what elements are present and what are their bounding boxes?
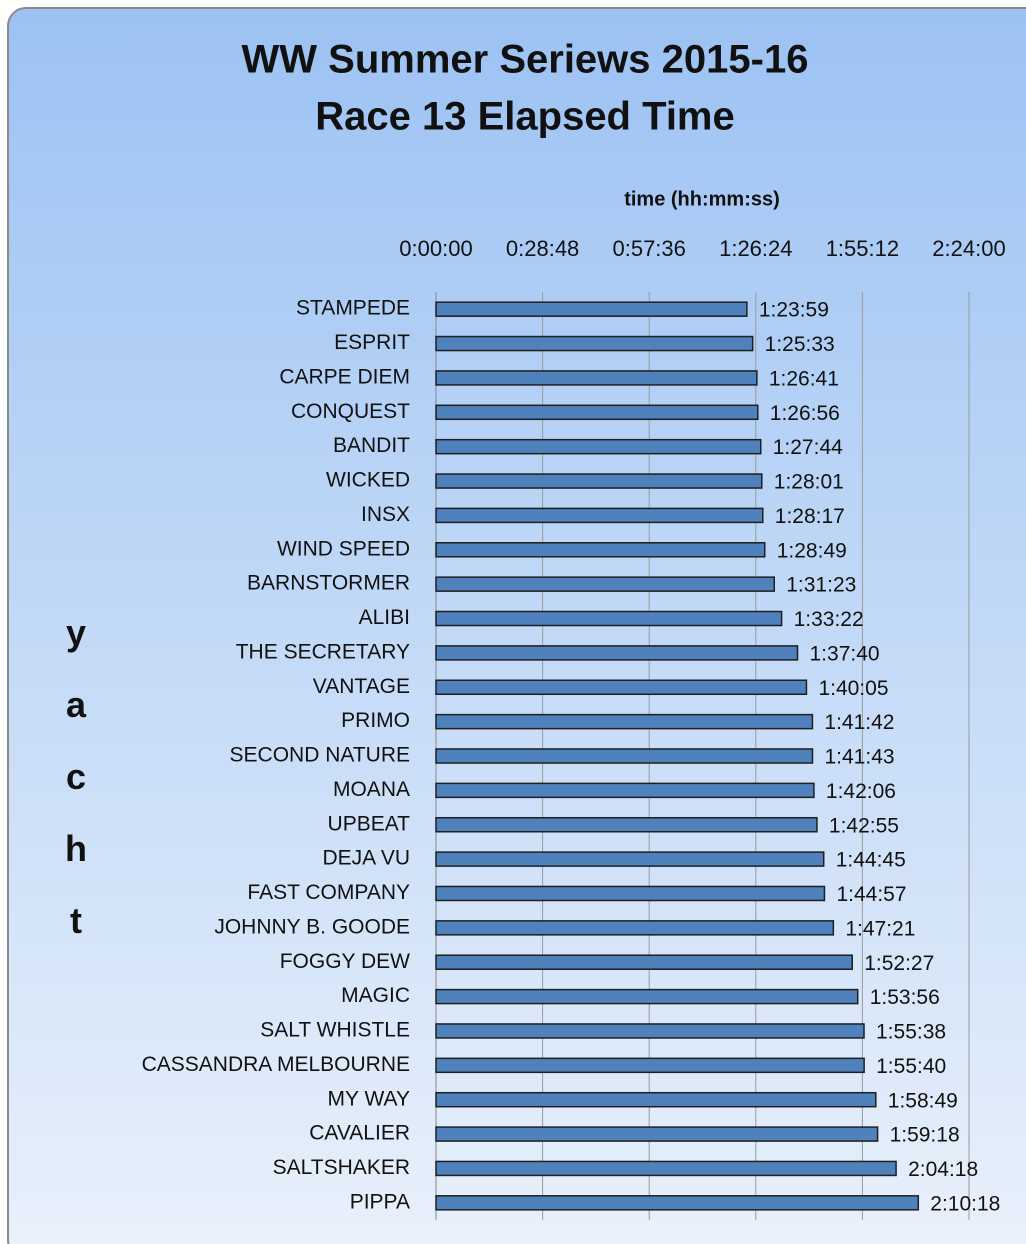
y-tick-label: ALIBI xyxy=(359,606,410,629)
y-tick-label: ESPRIT xyxy=(334,331,410,354)
bar xyxy=(435,748,814,764)
y-tick-label: VANTAGE xyxy=(313,675,410,698)
bar xyxy=(435,1160,897,1177)
y-tick-label: FOGGY DEW xyxy=(280,950,410,973)
bar xyxy=(435,988,859,1005)
bar xyxy=(435,816,818,833)
y-tick-label: PIPPA xyxy=(350,1190,410,1213)
y-tick-label: SECOND NATURE xyxy=(230,744,410,767)
y-tick-label: MOANA xyxy=(333,778,410,801)
x-tick-label: 2:24:00 xyxy=(932,236,1005,261)
bar xyxy=(435,1023,865,1039)
data-label: 1:55:40 xyxy=(876,1055,946,1078)
y-tick-label: UPBEAT xyxy=(328,812,411,835)
bar xyxy=(435,851,825,867)
bar xyxy=(435,645,799,661)
data-label: 1:53:56 xyxy=(870,986,940,1009)
bar xyxy=(435,507,764,524)
bar xyxy=(435,610,783,627)
data-label: 1:47:21 xyxy=(845,917,915,940)
bar xyxy=(435,954,853,970)
bar xyxy=(435,542,766,558)
y-tick-label: CAVALIER xyxy=(309,1122,410,1145)
data-label: 1:44:57 xyxy=(836,883,906,906)
bar xyxy=(435,679,808,696)
data-label: 1:26:41 xyxy=(769,367,839,390)
x-tick-label: 0:28:48 xyxy=(506,236,579,261)
data-label: 1:40:05 xyxy=(818,677,888,700)
data-label: 1:28:49 xyxy=(777,539,847,562)
data-label: 1:27:44 xyxy=(773,436,843,459)
bar xyxy=(435,1195,920,1211)
bar xyxy=(435,920,835,936)
y-tick-label: SALTSHAKER xyxy=(273,1156,410,1179)
data-label: 1:58:49 xyxy=(888,1089,958,1112)
bar xyxy=(435,1057,865,1074)
chart-title: WW Summer Seriews 2015-16 xyxy=(242,38,809,82)
y-tick-label: MY WAY xyxy=(328,1087,410,1110)
data-label: 1:25:33 xyxy=(765,333,835,356)
y-tick-label: PRIMO xyxy=(341,709,410,732)
data-label: 1:42:55 xyxy=(829,814,899,837)
y-tick-label: WICKED xyxy=(326,469,410,492)
bar xyxy=(435,1126,879,1142)
x-tick-label: 0:00:00 xyxy=(399,236,472,261)
data-label: 1:28:01 xyxy=(774,471,844,494)
data-label: 1:28:17 xyxy=(775,505,845,528)
y-tick-label: SALT WHISTLE xyxy=(260,1019,410,1042)
data-label: 1:31:23 xyxy=(786,574,856,597)
data-label: 1:41:43 xyxy=(824,746,894,769)
y-tick-label: CARPE DIEM xyxy=(279,365,410,388)
chart-title: Race 13 Elapsed Time xyxy=(315,95,735,139)
y-tick-label: BANDIT xyxy=(333,434,410,457)
bar xyxy=(435,1091,877,1108)
y-tick-label: BARNSTORMER xyxy=(247,572,410,595)
y-tick-label: FAST COMPANY xyxy=(247,881,410,904)
bar xyxy=(435,301,748,317)
bar xyxy=(435,782,815,799)
y-tick-label: WIND SPEED xyxy=(277,537,410,560)
x-tick-label: 1:55:12 xyxy=(826,236,899,261)
y-tick-label: CASSANDRA MELBOURNE xyxy=(142,1053,410,1076)
x-axis-label: time (hh:mm:ss) xyxy=(624,188,780,210)
data-label: 1:41:42 xyxy=(824,711,894,734)
bar xyxy=(435,576,775,592)
y-axis-label: yacht xyxy=(56,612,97,972)
data-label: 1:44:45 xyxy=(836,849,906,872)
data-label: 1:55:38 xyxy=(876,1021,946,1044)
data-label: 1:23:59 xyxy=(759,299,829,322)
bar xyxy=(435,885,826,902)
y-tick-label: JOHNNY B. GOODE xyxy=(214,915,410,938)
data-label: 1:42:06 xyxy=(826,780,896,803)
data-label: 2:04:18 xyxy=(908,1158,978,1181)
bar xyxy=(435,473,763,489)
data-label: 2:10:18 xyxy=(930,1192,1000,1215)
y-tick-label: THE SECRETARY xyxy=(236,640,410,663)
data-label: 1:26:56 xyxy=(770,402,840,425)
bar xyxy=(435,335,754,352)
data-label: 1:37:40 xyxy=(810,642,880,665)
y-tick-label: MAGIC xyxy=(341,984,410,1007)
bar xyxy=(435,713,814,730)
bar xyxy=(435,438,762,455)
data-label: 1:52:27 xyxy=(864,952,934,975)
y-tick-label: INSX xyxy=(361,503,410,526)
y-tick-label: STAMPEDE xyxy=(296,297,410,320)
data-label: 1:33:22 xyxy=(794,608,864,631)
data-label: 1:59:18 xyxy=(890,1124,960,1147)
x-tick-label: 0:57:36 xyxy=(612,236,685,261)
bar xyxy=(435,404,759,421)
x-tick-label: 1:26:24 xyxy=(719,236,792,261)
y-tick-label: CONQUEST xyxy=(291,400,410,423)
y-tick-label: DEJA VU xyxy=(322,847,410,870)
bar xyxy=(435,370,758,386)
